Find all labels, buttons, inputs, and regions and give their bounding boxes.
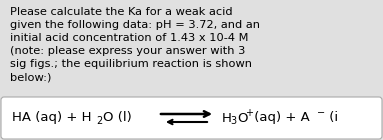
FancyBboxPatch shape [1, 97, 382, 139]
Text: H: H [222, 111, 232, 124]
FancyBboxPatch shape [0, 0, 383, 106]
Text: O (l): O (l) [103, 111, 132, 124]
Text: HA (aq) + H: HA (aq) + H [12, 111, 92, 124]
Text: Please calculate the Ka for a weak acid
given the following data: pH = 3.72, and: Please calculate the Ka for a weak acid … [10, 7, 260, 82]
Text: 3: 3 [230, 116, 236, 127]
Text: (aq) + A: (aq) + A [250, 111, 310, 124]
Text: 2: 2 [96, 116, 102, 127]
Text: O: O [237, 111, 247, 124]
Text: −: − [317, 108, 325, 118]
Text: (i: (i [325, 111, 338, 124]
Text: +: + [245, 108, 253, 118]
